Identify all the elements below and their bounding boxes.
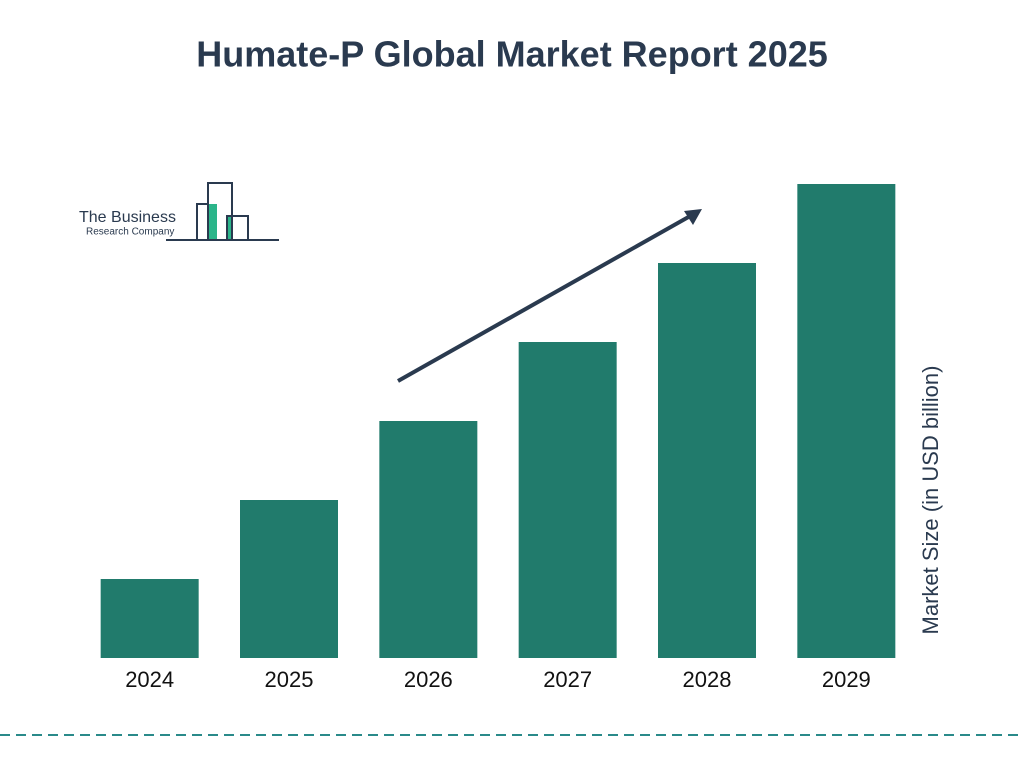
logo: The Business Research Company [79, 182, 279, 241]
x-tick-label: 2025 [265, 667, 314, 692]
x-tick-label: 2027 [543, 667, 592, 692]
bar [100, 579, 199, 658]
x-tick-label: 2026 [404, 667, 453, 692]
x-tick-label: 2024 [125, 667, 174, 692]
trend-arrow [397, 209, 702, 383]
arrow-line [397, 213, 693, 383]
x-tick-label: 2029 [822, 667, 871, 692]
bar [379, 421, 478, 658]
logo-fill [227, 216, 232, 240]
bar [658, 263, 756, 658]
logo-fill [208, 204, 217, 240]
arrow-head [684, 209, 702, 225]
logo-line1: The Business [79, 209, 176, 226]
logo-line2: Research Company [86, 227, 174, 238]
logo-building [166, 182, 279, 241]
y-axis-label: Market Size (in USD billion) [918, 366, 943, 635]
chart-title: Humate-P Global Market Report 2025 [196, 34, 828, 75]
x-tick-label: 2028 [683, 667, 732, 692]
bar [797, 184, 896, 658]
bar [518, 342, 617, 658]
bar [240, 500, 338, 658]
